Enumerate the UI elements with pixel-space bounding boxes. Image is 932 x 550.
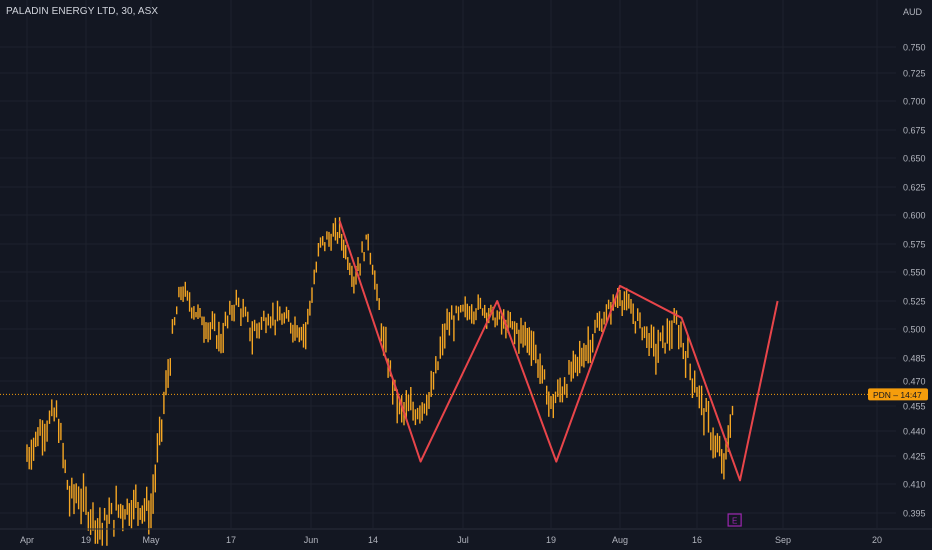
- zigzag-pattern-line: [338, 220, 779, 482]
- price-bars-series: [26, 217, 734, 546]
- y-tick-label: 0.455: [903, 402, 926, 412]
- grid-lines: [0, 0, 896, 528]
- overlay-tags: PDN – 14:47 E: [727, 388, 928, 527]
- y-tick-label: 0.485: [903, 354, 926, 364]
- earnings-event-marker-label: E: [732, 517, 737, 526]
- pattern-line-series: [338, 220, 779, 482]
- last-price-tag-text: PDN – 14:47: [873, 390, 922, 400]
- x-axis: Apr 19 May 17 Jun 14 Jul 19 Aug 16 Sep 20: [0, 528, 932, 545]
- y-tick-label: 0.600: [903, 211, 926, 221]
- y-tick-label: 0.440: [903, 427, 926, 437]
- x-tick-label: May: [142, 535, 160, 545]
- y-tick-label: 0.525: [903, 297, 926, 307]
- y-tick-label: 0.410: [903, 480, 926, 490]
- currency-label: AUD: [903, 7, 923, 17]
- y-tick-label: 0.725: [903, 69, 926, 79]
- x-tick-label: Sep: [775, 535, 791, 545]
- x-tick-label: Apr: [20, 535, 34, 545]
- y-tick-label: 0.470: [903, 377, 926, 387]
- y-tick-label: 0.500: [903, 325, 926, 335]
- x-tick-label: Aug: [612, 535, 628, 545]
- x-tick-label: 19: [81, 535, 91, 545]
- y-tick-label: 0.700: [903, 97, 926, 107]
- x-tick-label: Jun: [304, 535, 319, 545]
- x-tick-label: 14: [368, 535, 378, 545]
- x-tick-label: 19: [546, 535, 556, 545]
- chart-title: PALADIN ENERGY LTD, 30, ASX: [6, 6, 159, 17]
- y-axis: AUD 0.750 0.725 0.700 0.675 0.650 0.625 0.600 0.…: [903, 7, 926, 519]
- x-tick-label: 17: [226, 535, 236, 545]
- y-tick-label: 0.625: [903, 183, 926, 193]
- last-price-tag: [868, 388, 928, 401]
- y-tick-label: 0.675: [903, 126, 926, 136]
- x-tick-label: Jul: [457, 535, 469, 545]
- earnings-event-marker[interactable]: [727, 513, 742, 527]
- y-tick-label: 0.650: [903, 154, 926, 164]
- y-tick-label: 0.550: [903, 268, 926, 278]
- y-tick-label: 0.425: [903, 452, 926, 462]
- x-tick-label: 16: [692, 535, 702, 545]
- x-tick-label: 20: [872, 535, 882, 545]
- y-tick-label: 0.750: [903, 43, 926, 53]
- y-tick-label: 0.575: [903, 240, 926, 250]
- y-tick-label: 0.395: [903, 509, 926, 519]
